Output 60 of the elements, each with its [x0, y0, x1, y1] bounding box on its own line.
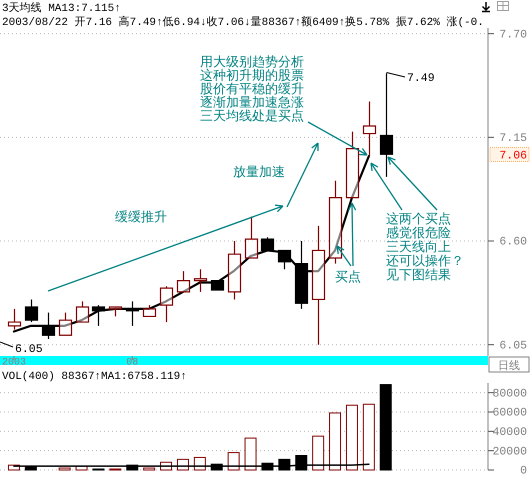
- candlestick: [126, 300, 140, 326]
- annotation: 买点: [335, 270, 361, 285]
- candlestick: [328, 180, 342, 264]
- bar: [228, 452, 240, 470]
- candlestick: [260, 236, 274, 252]
- candlestick: [58, 312, 72, 336]
- candlestick: [92, 304, 106, 326]
- y-tick-label: 40000: [492, 426, 528, 440]
- candlestick: [362, 100, 376, 157]
- candlestick: [176, 270, 190, 293]
- y-tick-label: 7.15: [499, 132, 528, 146]
- y-tick-label: 20000: [492, 445, 528, 458]
- chart-title: 3天均线 MA13:7.115↑: [2, 1, 121, 15]
- annotation: 三天线向上: [386, 240, 451, 255]
- candlestick: [210, 280, 224, 291]
- candlestick: [76, 300, 90, 323]
- bar: [312, 436, 324, 470]
- y-tick-label: 7.70: [499, 28, 528, 42]
- annotation: 还可以操作？: [386, 254, 464, 269]
- candlestick: [244, 216, 258, 259]
- annotation: 这两个买点: [386, 212, 451, 227]
- y-tick-label: 0: [520, 464, 528, 478]
- candlestick: [228, 240, 242, 300]
- annotation: 放量加速: [233, 165, 285, 180]
- bar: [329, 412, 342, 470]
- candlestick: [24, 298, 38, 323]
- candlestick: [380, 72, 394, 178]
- text: 日线: [498, 359, 520, 372]
- annotation: 缓缓推升: [115, 210, 167, 225]
- candlestick: [312, 225, 326, 346]
- y-tick-label: 80000: [492, 387, 528, 400]
- bar: [346, 404, 358, 470]
- annotation: 三天均线处是买点: [200, 109, 304, 124]
- annotation: 见下图结果: [386, 268, 451, 283]
- x-tick-label: 2003: [2, 358, 26, 368]
- text: 7.06: [499, 150, 528, 162]
- candlestick: [278, 250, 292, 270]
- bar: [380, 384, 392, 470]
- candlestick: [346, 131, 360, 198]
- y-tick-label: 6.05: [499, 339, 528, 352]
- candlestick: [194, 268, 208, 293]
- x-tick-label: 08: [126, 358, 138, 368]
- bar: [244, 438, 257, 470]
- candlestick: [108, 306, 122, 318]
- chart-title: VOL(400) 88367↑MA1:6758.119↑: [2, 371, 187, 383]
- chart-subtitle: 2003/08/22 开7.16 高7.49↑低6.94↓收7.06↓量88367↑额6409↑换5.78% 振7.62% 涨(-0.: [2, 15, 484, 29]
- text: 7.49: [407, 72, 435, 85]
- candlestick: [160, 286, 174, 323]
- annotation: 6.05: [15, 343, 43, 356]
- annotation: 用大级别趋势分析: [200, 55, 304, 70]
- y-tick-label: 60000: [492, 406, 528, 420]
- y-tick-label: 6.60: [499, 236, 528, 249]
- annotation: 这种初升期的股票: [200, 68, 304, 84]
- candlestick: [8, 308, 22, 330]
- candlestick: [142, 304, 156, 318]
- annotation: 逐渐加量加速急涨: [200, 96, 304, 110]
- annotation: 股价有平稳的缓升: [200, 82, 304, 97]
- annotation: 感觉很危险: [386, 226, 451, 241]
- bar: [362, 404, 375, 470]
- candlestick: [294, 240, 308, 310]
